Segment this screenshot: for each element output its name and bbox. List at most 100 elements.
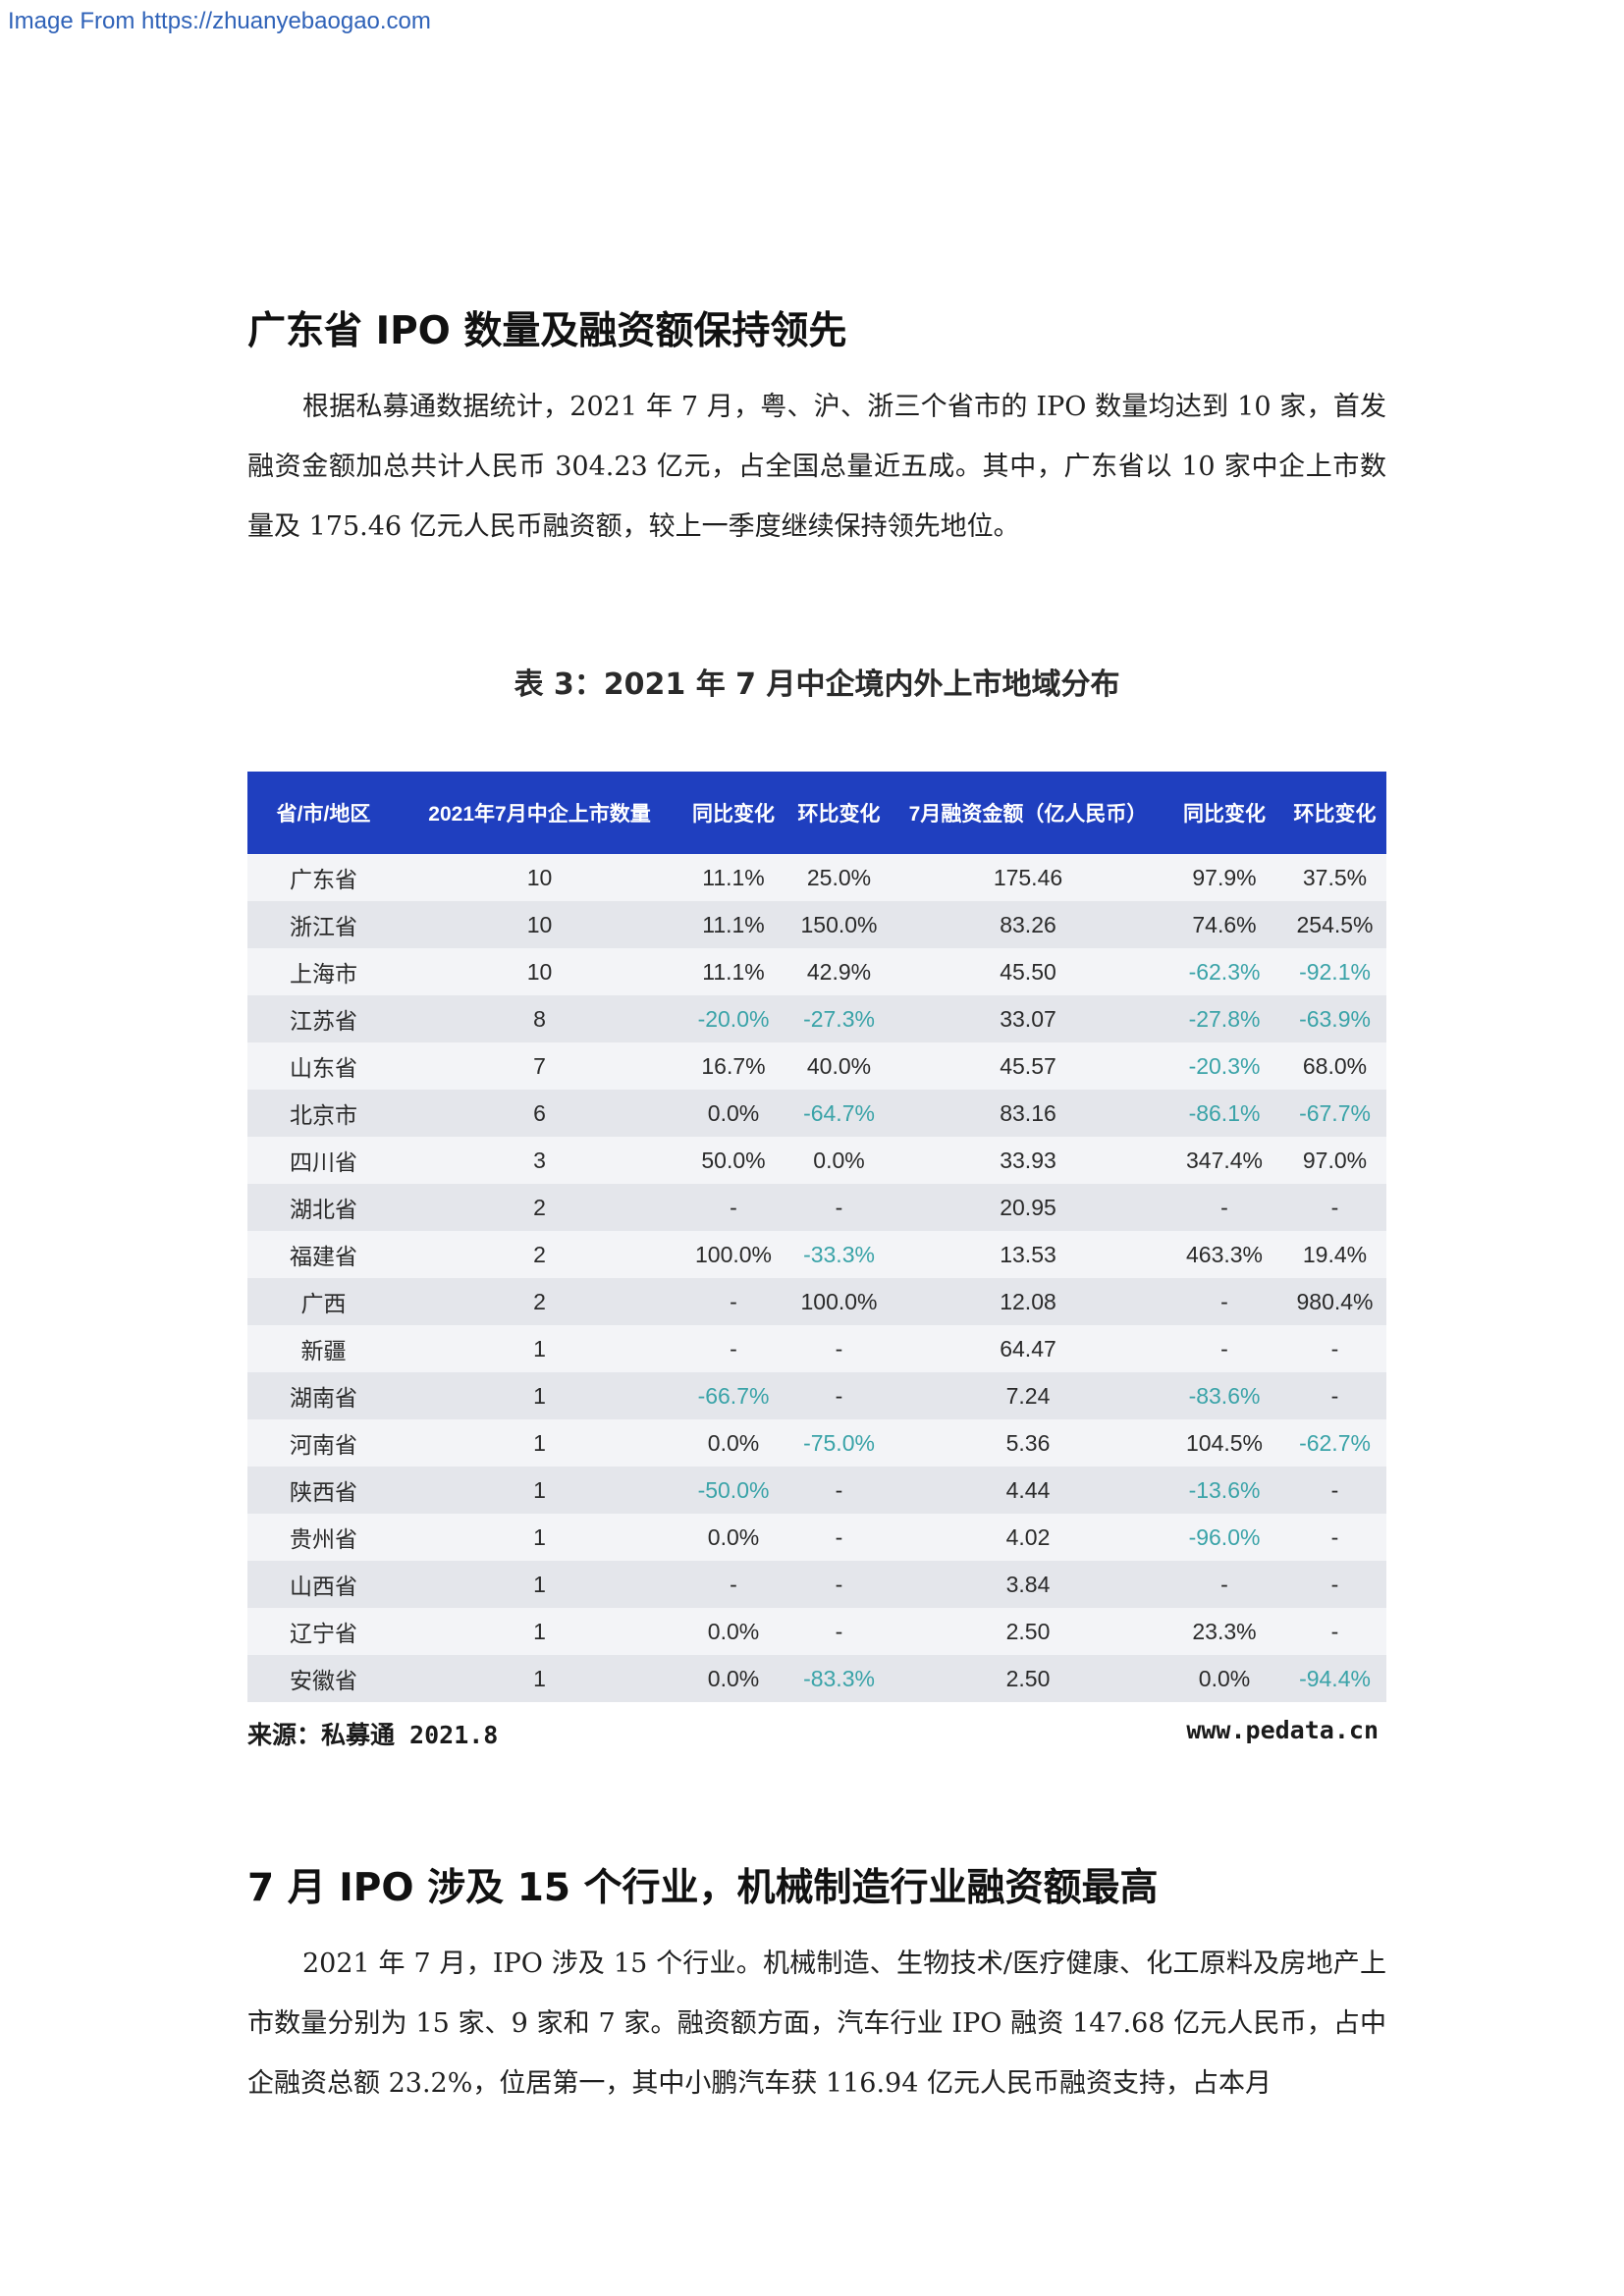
table-cell: 河南省: [247, 1419, 400, 1467]
table-cell: -: [679, 1184, 787, 1231]
table-cell: 45.57: [891, 1042, 1165, 1090]
table-cell: 11.1%: [679, 854, 787, 901]
table-cell: -: [679, 1561, 787, 1608]
table-cell: 45.50: [891, 948, 1165, 995]
table-cell: -: [1283, 1561, 1386, 1608]
table-cell: -62.7%: [1283, 1419, 1386, 1467]
table-cell: -20.3%: [1165, 1042, 1283, 1090]
table-cell: 64.47: [891, 1325, 1165, 1372]
table-row: 江苏省 8 -20.0% -27.3% 33.07 -27.8% -63.9%: [247, 995, 1386, 1042]
table-cell: -: [787, 1608, 891, 1655]
table-row: 湖北省 2- -20.95- -: [247, 1184, 1386, 1231]
table-cell: 北京市: [247, 1090, 400, 1137]
table-cell: 广西: [247, 1278, 400, 1325]
column-header: 环比变化: [787, 772, 891, 854]
table-cell: -50.0%: [679, 1467, 787, 1514]
table-row: 安徽省 1 0.0% -83.3% 2.50 0.0% -94.4%: [247, 1655, 1386, 1702]
column-header: 省/市/地区: [247, 772, 400, 854]
table-cell: 湖南省: [247, 1372, 400, 1419]
table-cell: 3: [400, 1137, 679, 1184]
table-cell: -27.8%: [1165, 995, 1283, 1042]
table-cell: 四川省: [247, 1137, 400, 1184]
table-row: 北京市 6 0.0% -64.7% 83.16 -86.1% -67.7%: [247, 1090, 1386, 1137]
table-cell: -13.6%: [1165, 1467, 1283, 1514]
table-cell: -62.3%: [1165, 948, 1283, 995]
section-paragraph-industry: 2021 年 7 月，IPO 涉及 15 个行业。机械制造、生物技术/医疗健康、…: [247, 1949, 1386, 2099]
table-cell: 5.36: [891, 1419, 1165, 1467]
table-cell: 山西省: [247, 1561, 400, 1608]
region-distribution-table: 省/市/地区 2021年7月中企上市数量 同比变化 环比变化 7月融资金额（亿人民币）同…: [247, 772, 1386, 1702]
source-watermark: Image From https://zhuanyebaogao.com: [8, 8, 431, 34]
table-cell: 贵州省: [247, 1514, 400, 1561]
table-row: 湖南省 1 -66.7% -7.24 -83.6% -: [247, 1372, 1386, 1419]
table-row: 上海市 10 11.1% 42.9% 45.50 -62.3% -92.1%: [247, 948, 1386, 995]
table-cell: 江苏省: [247, 995, 400, 1042]
table-cell: -83.3%: [787, 1655, 891, 1702]
table-cell: 1: [400, 1514, 679, 1561]
table-cell: 25.0%: [787, 854, 891, 901]
table-cell: -: [1283, 1372, 1386, 1419]
table-cell: 463.3%: [1165, 1231, 1283, 1278]
table-caption: 表 3：2021 年 7 月中企境内外上市地域分布: [514, 667, 1120, 702]
table-cell: 10: [400, 948, 679, 995]
table-cell: 上海市: [247, 948, 400, 995]
table-cell: -: [1283, 1514, 1386, 1561]
table-cell: -: [679, 1325, 787, 1372]
table-cell: 33.07: [891, 995, 1165, 1042]
column-header: 7月融资金额（亿人民币）: [891, 772, 1165, 854]
table-cell: -92.1%: [1283, 948, 1386, 995]
table-cell: -: [1283, 1184, 1386, 1231]
table-cell: 3.84: [891, 1561, 1165, 1608]
table-cell: 74.6%: [1165, 901, 1283, 948]
table-cell: 安徽省: [247, 1655, 400, 1702]
source-url: www.pedata.cn: [1186, 1716, 1379, 1744]
table-cell: 2.50: [891, 1655, 1165, 1702]
table-cell: -: [787, 1514, 891, 1561]
table-cell: 1: [400, 1467, 679, 1514]
table-cell: 6: [400, 1090, 679, 1137]
table-cell: -66.7%: [679, 1372, 787, 1419]
column-header: 环比变化: [1283, 772, 1386, 854]
table-cell: 0.0%: [787, 1137, 891, 1184]
table-cell: 347.4%: [1165, 1137, 1283, 1184]
table-cell: 83.16: [891, 1090, 1165, 1137]
table-cell: 1: [400, 1372, 679, 1419]
table-cell: 4.44: [891, 1467, 1165, 1514]
table-cell: 1: [400, 1325, 679, 1372]
table-cell: -33.3%: [787, 1231, 891, 1278]
table-cell: 新疆: [247, 1325, 400, 1372]
table-cell: -75.0%: [787, 1419, 891, 1467]
table-cell: 广东省: [247, 854, 400, 901]
table-cell: 1: [400, 1608, 679, 1655]
column-header: 2021年7月中企上市数量: [400, 772, 679, 854]
table-cell: 97.9%: [1165, 854, 1283, 901]
table-cell: 100.0%: [787, 1278, 891, 1325]
table-cell: 0.0%: [679, 1608, 787, 1655]
table-cell: 0.0%: [679, 1090, 787, 1137]
table-cell: -: [1165, 1325, 1283, 1372]
table-row: 福建省 2 100.0% -33.3% 13.53 463.3% 19.4%: [247, 1231, 1386, 1278]
table-body: 广东省 10 11.1% 25.0% 175.46 97.9% 37.5% 浙江省 10 11.1…: [247, 854, 1386, 1702]
table-cell: -: [679, 1278, 787, 1325]
table-cell: 陕西省: [247, 1467, 400, 1514]
table-cell: 2.50: [891, 1608, 1165, 1655]
section-paragraph-guangdong: 根据私募通数据统计，2021 年 7 月，粤、沪、浙三个省市的 IPO 数量均达…: [247, 392, 1386, 542]
table-cell: 20.95: [891, 1184, 1165, 1231]
table-row: 河南省 1 0.0% -75.0% 5.36 104.5% -62.7%: [247, 1419, 1386, 1467]
table-cell: -67.7%: [1283, 1090, 1386, 1137]
table-cell: 0.0%: [679, 1655, 787, 1702]
section-title-guangdong: 广东省 IPO 数量及融资额保持领先: [247, 309, 847, 353]
table-cell: 8: [400, 995, 679, 1042]
table-cell: 254.5%: [1283, 901, 1386, 948]
table-cell: 0.0%: [1165, 1655, 1283, 1702]
table-row: 山西省 1- -3.84- -: [247, 1561, 1386, 1608]
column-header: 同比变化: [679, 772, 787, 854]
table-cell: 12.08: [891, 1278, 1165, 1325]
table-cell: -83.6%: [1165, 1372, 1283, 1419]
table-cell: -63.9%: [1283, 995, 1386, 1042]
table-cell: 100.0%: [679, 1231, 787, 1278]
table-cell: 1: [400, 1419, 679, 1467]
table-cell: 7: [400, 1042, 679, 1090]
table-cell: 2: [400, 1184, 679, 1231]
table-cell: 7.24: [891, 1372, 1165, 1419]
